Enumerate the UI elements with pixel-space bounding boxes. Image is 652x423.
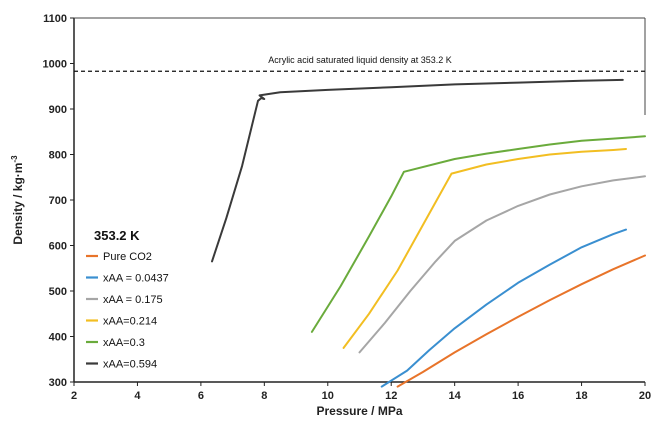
y-tick-label: 900	[49, 104, 67, 116]
y-tick-label: 700	[49, 195, 67, 207]
y-tick-label: 1000	[43, 59, 67, 71]
x-tick-label: 6	[198, 390, 204, 402]
saturated-density-label: Acrylic acid saturated liquid density at…	[268, 55, 452, 65]
y-tick-label: 800	[49, 150, 67, 162]
y-tick-label: 400	[49, 332, 67, 344]
y-tick-label: 1100	[43, 13, 67, 25]
x-tick-label: 18	[575, 390, 587, 402]
y-tick-label: 300	[49, 377, 67, 389]
x-tick-label: 2	[71, 390, 77, 402]
legend-label-4: xAA=0.3	[103, 337, 145, 349]
x-tick-label: 12	[385, 390, 397, 402]
series-line-0	[396, 254, 646, 388]
legend-title: 353.2 K	[94, 228, 140, 243]
legend-label-5: xAA=0.594	[103, 359, 157, 371]
legend-label-2: xAA = 0.175	[103, 294, 163, 306]
series-line-2	[358, 175, 646, 354]
y-axis-title: Density / kg·m-3	[10, 155, 25, 245]
y-tick-label: 600	[49, 241, 67, 253]
legend-label-0: Pure CO2	[103, 251, 152, 263]
x-tick-label: 8	[261, 390, 267, 402]
x-tick-label: 14	[449, 390, 462, 402]
series-line-5	[211, 78, 624, 263]
legend-label-1: xAA = 0.0437	[103, 273, 169, 285]
series-line-1	[380, 228, 627, 388]
x-tick-label: 16	[512, 390, 524, 402]
legend-label-3: xAA=0.214	[103, 316, 157, 328]
y-axis-title-superscript: -3	[10, 155, 19, 163]
x-tick-label: 10	[322, 390, 334, 402]
x-tick-label: 4	[134, 390, 141, 402]
y-tick-label: 500	[49, 286, 67, 298]
x-axis-title: Pressure / MPa	[316, 404, 402, 418]
series-line-3	[342, 148, 627, 349]
series-line-4	[310, 135, 646, 333]
x-tick-label: 20	[639, 390, 651, 402]
